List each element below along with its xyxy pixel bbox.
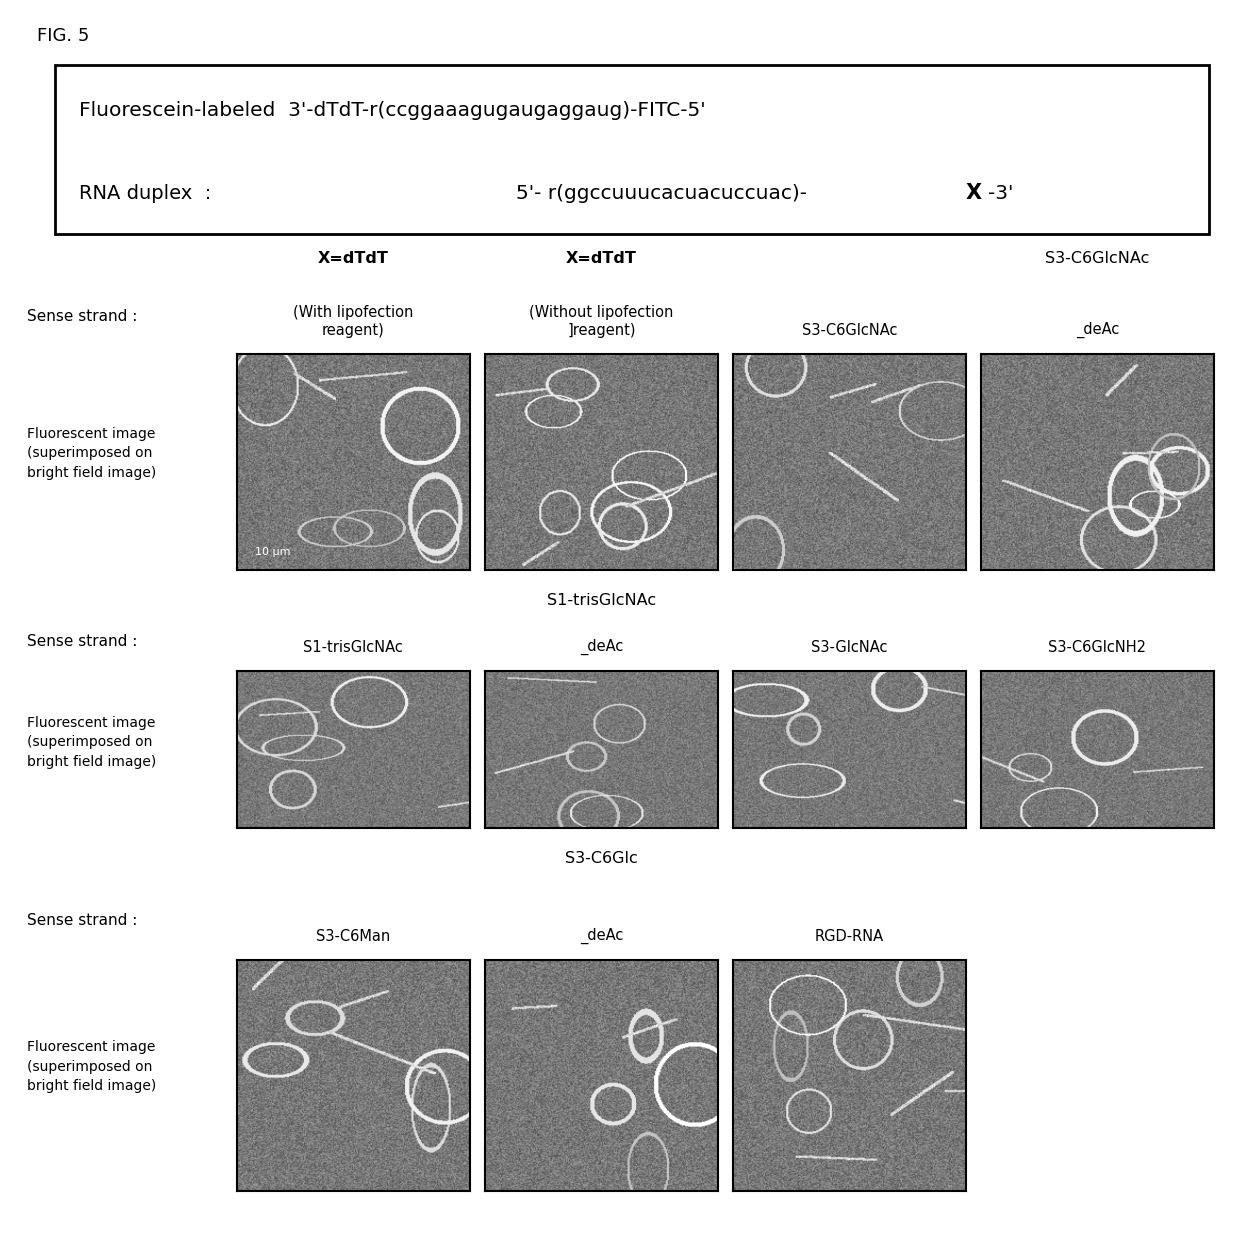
- Text: Sense strand :: Sense strand :: [27, 634, 138, 649]
- Text: S3-C6Glc: S3-C6Glc: [565, 852, 637, 866]
- Text: _deAc: _deAc: [1076, 321, 1118, 337]
- Text: Fluorescent image
(superimposed on
bright field image): Fluorescent image (superimposed on brigh…: [27, 716, 156, 769]
- Text: S3-GlcNAc: S3-GlcNAc: [811, 640, 888, 655]
- Text: RGD-RNA: RGD-RNA: [815, 928, 884, 944]
- Text: 5'- r(ggccuuucacuacuccuac)-: 5'- r(ggccuuucacuacuccuac)-: [516, 184, 807, 203]
- Text: S1-trisGlcNAc: S1-trisGlcNAc: [547, 593, 656, 608]
- Text: S3-C6GlcNAc: S3-C6GlcNAc: [801, 323, 898, 337]
- Text: Fluorescent image
(superimposed on
bright field image): Fluorescent image (superimposed on brigh…: [27, 1039, 156, 1093]
- Text: S1-trisGlcNAc: S1-trisGlcNAc: [304, 640, 403, 655]
- Text: Fluorescein-labeled  3'-dTdT-r(ccggaaagugaugaggaug)-FITC-5': Fluorescein-labeled 3'-dTdT-r(ccggaaagug…: [79, 101, 706, 120]
- Text: (With lipofection
reagent): (With lipofection reagent): [293, 305, 414, 337]
- Text: S3-C6Man: S3-C6Man: [316, 928, 391, 944]
- Text: Sense strand :: Sense strand :: [27, 913, 138, 928]
- Text: X=dTdT: X=dTdT: [565, 251, 637, 266]
- Text: FIG. 5: FIG. 5: [37, 27, 89, 46]
- Text: Sense strand :: Sense strand :: [27, 309, 138, 324]
- Text: _deAc: _deAc: [580, 927, 622, 944]
- Text: 10 μm: 10 μm: [255, 546, 291, 556]
- Text: X: X: [966, 183, 982, 204]
- Text: _deAc: _deAc: [580, 639, 622, 655]
- Text: (Without lipofection
]reagent): (Without lipofection ]reagent): [529, 305, 673, 337]
- Text: X=dTdT: X=dTdT: [317, 251, 389, 266]
- Text: -3': -3': [988, 184, 1013, 203]
- Text: S3-C6GlcNAc: S3-C6GlcNAc: [1045, 251, 1149, 266]
- FancyBboxPatch shape: [56, 66, 1209, 234]
- Text: S3-C6GlcNH2: S3-C6GlcNH2: [1048, 640, 1147, 655]
- Text: RNA duplex  :: RNA duplex :: [79, 184, 211, 203]
- Text: Fluorescent image
(superimposed on
bright field image): Fluorescent image (superimposed on brigh…: [27, 426, 156, 480]
